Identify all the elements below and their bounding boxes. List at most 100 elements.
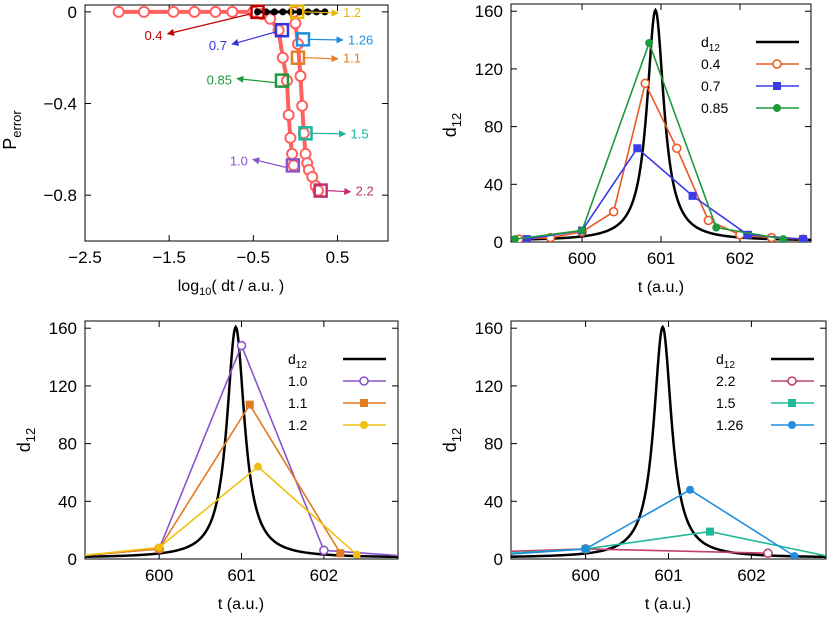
d12b-legend: d12 1.0 1.1 1.2 bbox=[288, 351, 386, 433]
perror-panel: −2.5 −1.5 −0.5 0.5 0 −0.4 −0.8 0.4 0.7 0.85 1.0 1.… bbox=[0, 3, 389, 298]
legend-label-d12: d12 bbox=[716, 351, 735, 371]
series-line-0.7 bbox=[526, 147, 804, 240]
marker-filled-circle bbox=[712, 223, 721, 232]
legend-d12-sub: 12 bbox=[296, 360, 308, 371]
marker-filled-square bbox=[336, 549, 345, 558]
point-branch-2 bbox=[289, 17, 302, 30]
marker-filled-square bbox=[688, 191, 697, 200]
marker-filled-circle bbox=[253, 462, 262, 471]
marker-filled-square bbox=[245, 400, 254, 409]
marker-filled-square bbox=[705, 527, 714, 536]
y-tick-label: 160 bbox=[475, 2, 503, 21]
marker-filled-circle bbox=[352, 550, 361, 559]
legend-label-0.85: 0.85 bbox=[701, 100, 728, 116]
point-branch-1 bbox=[209, 5, 222, 18]
point-branch-1 bbox=[284, 131, 297, 144]
annotation-arrow-1.2 bbox=[304, 9, 339, 17]
legend-d12-sub: 12 bbox=[709, 43, 721, 54]
point-branch-1 bbox=[112, 5, 125, 18]
marker-filled-square bbox=[633, 144, 642, 153]
marker-filled-square bbox=[522, 235, 531, 242]
d12c-legend: d12 2.2 1.5 1.26 bbox=[716, 351, 814, 433]
annotation-square-0.85 bbox=[274, 73, 290, 88]
y-tick-label: 40 bbox=[58, 492, 77, 511]
legend-label-1.1: 1.1 bbox=[288, 395, 308, 411]
point-branch-1 bbox=[286, 147, 299, 160]
y-tick-label: 80 bbox=[484, 435, 503, 454]
marker-filled-circle bbox=[790, 552, 799, 559]
annotation-label-1.1: 1.1 bbox=[343, 51, 361, 66]
x-tick-label: 601 bbox=[647, 249, 675, 268]
marker-filled-circle bbox=[788, 421, 796, 429]
d12-panel-top-right: 600 601 602 0 40 80 120 160 d12 0.4 0.7 0.85 t (a.… bbox=[440, 2, 812, 296]
y-tick-label: 0 bbox=[494, 233, 503, 252]
d12-panel-bottom-left: 600 601 602 0 40 80 120 160 d12 1.0 1.1 1.2 t (a.u… bbox=[14, 319, 410, 613]
annotation-arrow-1.26 bbox=[309, 36, 344, 44]
marker-open-circle bbox=[399, 551, 407, 559]
annotation-arrow-1.5 bbox=[312, 130, 347, 138]
y-tick-label: 120 bbox=[49, 377, 77, 396]
marker-filled-square bbox=[773, 82, 781, 90]
d12b-plot-frame bbox=[84, 320, 399, 560]
series-line-d12 bbox=[85, 324, 398, 559]
marker-filled-circle bbox=[779, 235, 788, 242]
y-tick-label: 80 bbox=[484, 118, 503, 137]
d12a-series bbox=[511, 7, 811, 242]
marker-filled-circle bbox=[773, 104, 781, 112]
marker-open-circle bbox=[640, 78, 651, 89]
perror-xlabel: log10( dt / a.u. ) bbox=[178, 278, 285, 298]
annotation-square-1.2 bbox=[289, 4, 305, 20]
marker-filled-square bbox=[457, 552, 465, 560]
perror-plot-frame bbox=[84, 4, 389, 242]
y-tick-label: 0 bbox=[68, 3, 77, 22]
series-line-1.2 bbox=[85, 465, 358, 557]
legend-d12-main: d bbox=[716, 351, 724, 367]
series-line-1.26 bbox=[511, 488, 795, 557]
annotation-square-1.0 bbox=[285, 158, 301, 173]
point-branch-1 bbox=[226, 5, 239, 18]
annotation-square-2.2 bbox=[313, 183, 328, 198]
marker-filled-circle bbox=[578, 226, 587, 235]
marker-filled-circle bbox=[155, 543, 164, 552]
x-tick-label: 602 bbox=[726, 249, 754, 268]
x-tick-label: 602 bbox=[737, 566, 765, 585]
point-branch-1 bbox=[137, 5, 150, 18]
marker-filled-square bbox=[360, 399, 368, 407]
point-black bbox=[254, 8, 262, 16]
point-branch-1 bbox=[188, 5, 201, 18]
x-tick-label: −2.5 bbox=[68, 248, 102, 267]
annotation-square-0.7 bbox=[274, 22, 290, 38]
legend-d12-main: d bbox=[288, 351, 296, 367]
y-tick-label: 120 bbox=[475, 60, 503, 79]
marker-open-circle bbox=[402, 552, 410, 560]
perror-annotations: 0.4 0.7 0.85 1.0 1.2 1.26 1.1 1.5 2.2 bbox=[144, 4, 374, 199]
marker-open-circle bbox=[703, 215, 714, 226]
marker-filled-circle bbox=[477, 552, 485, 560]
legend-label-1.5: 1.5 bbox=[716, 395, 736, 411]
d12b-xlabel: t (a.u.) bbox=[218, 596, 264, 613]
point-branch-2 bbox=[296, 99, 309, 112]
x-tick-label: 601 bbox=[227, 566, 255, 585]
x-tick-label: 601 bbox=[654, 566, 682, 585]
marker-filled-square bbox=[743, 230, 752, 239]
d12b-series bbox=[85, 324, 410, 560]
x-tick-label: 600 bbox=[571, 566, 599, 585]
x-tick-label: −1.5 bbox=[152, 248, 186, 267]
point-branch-1 bbox=[167, 5, 180, 18]
perror-ylabel: Perror bbox=[0, 110, 24, 150]
point-branch-1 bbox=[287, 159, 300, 172]
point-branch-1 bbox=[264, 12, 277, 25]
y-tick-label: 40 bbox=[484, 175, 503, 194]
annotation-label-1.5: 1.5 bbox=[351, 126, 369, 141]
y-tick-label: −0.4 bbox=[43, 95, 77, 114]
marker-open-circle bbox=[763, 548, 773, 559]
legend-label-1.0: 1.0 bbox=[288, 373, 308, 389]
marker-open-circle bbox=[319, 545, 329, 556]
marker-filled-circle bbox=[360, 421, 368, 429]
legend-label-1.2: 1.2 bbox=[288, 417, 308, 433]
annotation-label-0.4: 0.4 bbox=[144, 28, 162, 43]
perror-ticks: −2.5 −1.5 −0.5 0.5 0 −0.4 −0.8 bbox=[43, 3, 388, 267]
annotation-arrow-1.0 bbox=[252, 157, 287, 168]
annotation-arrow-0.7 bbox=[231, 31, 276, 46]
annotation-arrow-1.1 bbox=[304, 55, 339, 63]
